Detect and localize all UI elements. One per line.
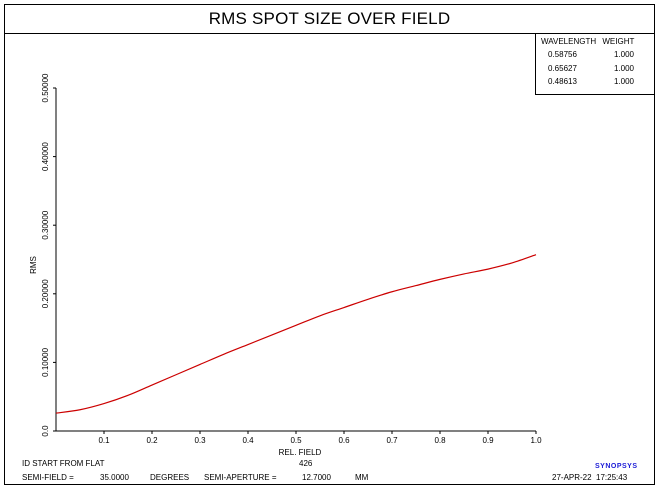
y-tick-label: 0.20000 bbox=[41, 279, 50, 308]
semi-field-label: SEMI-FIELD = bbox=[22, 473, 74, 482]
x-axis-label: REL. FIELD bbox=[279, 448, 322, 457]
y-tick-label: 0.0 bbox=[41, 425, 50, 437]
semi-aperture-value: 12.7000 bbox=[302, 473, 331, 482]
x-tick-label: 0.2 bbox=[146, 436, 158, 445]
x-tick-label: 0.3 bbox=[194, 436, 206, 445]
x-ticks: 0.1 0.2 0.3 0.4 0.5 0.6 0.7 0.8 0.9 1.0 bbox=[98, 431, 542, 445]
x-tick-label: 0.9 bbox=[482, 436, 494, 445]
chart-axes bbox=[55, 88, 536, 432]
plot-frame bbox=[4, 4, 655, 485]
title-bar: RMS SPOT SIZE OVER FIELD bbox=[4, 4, 655, 34]
legend-weight: 1.000 bbox=[613, 77, 634, 86]
legend-header-wavelength: WAVELENGTH bbox=[541, 37, 597, 46]
semi-field-value: 35.0000 bbox=[100, 473, 129, 482]
y-axis-label: RMS bbox=[29, 256, 38, 274]
legend-row: 0.48613 1.000 bbox=[536, 77, 654, 89]
legend-weight: 1.000 bbox=[613, 50, 634, 59]
x-tick-label: 0.7 bbox=[386, 436, 398, 445]
x-tick-label: 0.1 bbox=[98, 436, 110, 445]
legend-wavelength: 0.48613 bbox=[548, 77, 577, 86]
chart-title: RMS SPOT SIZE OVER FIELD bbox=[208, 8, 451, 28]
y-tick-label: 0.30000 bbox=[41, 210, 50, 239]
series-group bbox=[55, 254, 537, 414]
footer-time: 17:25:43 bbox=[596, 473, 628, 482]
rms-series-line bbox=[55, 254, 537, 414]
semi-aperture-unit: MM bbox=[355, 473, 369, 482]
legend-header: WAVELENGTH WEIGHT bbox=[541, 37, 634, 46]
x-tick-label: 0.5 bbox=[290, 436, 302, 445]
legend-row: 0.58756 1.000 bbox=[536, 50, 654, 62]
x-tick-label: 0.8 bbox=[434, 436, 446, 445]
x-tick-label: 0.4 bbox=[242, 436, 254, 445]
legend-weight: 1.000 bbox=[613, 64, 634, 73]
y-tick-label: 0.50000 bbox=[41, 73, 50, 102]
x-tick-label: 1.0 bbox=[530, 436, 542, 445]
legend-row: 0.65627 1.000 bbox=[536, 64, 654, 76]
brand-logo: SYNOPSYS bbox=[595, 463, 638, 470]
legend-header-weight: WEIGHT bbox=[602, 37, 635, 46]
wavelength-legend: WAVELENGTH WEIGHT 0.58756 1.000 0.65627 … bbox=[535, 33, 655, 95]
y-tick-label: 0.10000 bbox=[41, 347, 50, 376]
y-tick-label: 0.40000 bbox=[41, 142, 50, 171]
legend-wavelength: 0.65627 bbox=[548, 64, 577, 73]
y-ticks: 0.0 0.10000 0.20000 0.30000 0.40000 0.50000 bbox=[41, 73, 56, 437]
footer-id-number: 426 bbox=[299, 459, 313, 468]
semi-aperture-label: SEMI-APERTURE = bbox=[204, 473, 277, 482]
footer-id-text: ID START FROM FLAT bbox=[22, 459, 105, 468]
semi-field-unit: DEGREES bbox=[150, 473, 190, 482]
x-tick-label: 0.6 bbox=[338, 436, 350, 445]
footer-date: 27-APR-22 bbox=[552, 473, 592, 482]
legend-wavelength: 0.58756 bbox=[548, 50, 577, 59]
